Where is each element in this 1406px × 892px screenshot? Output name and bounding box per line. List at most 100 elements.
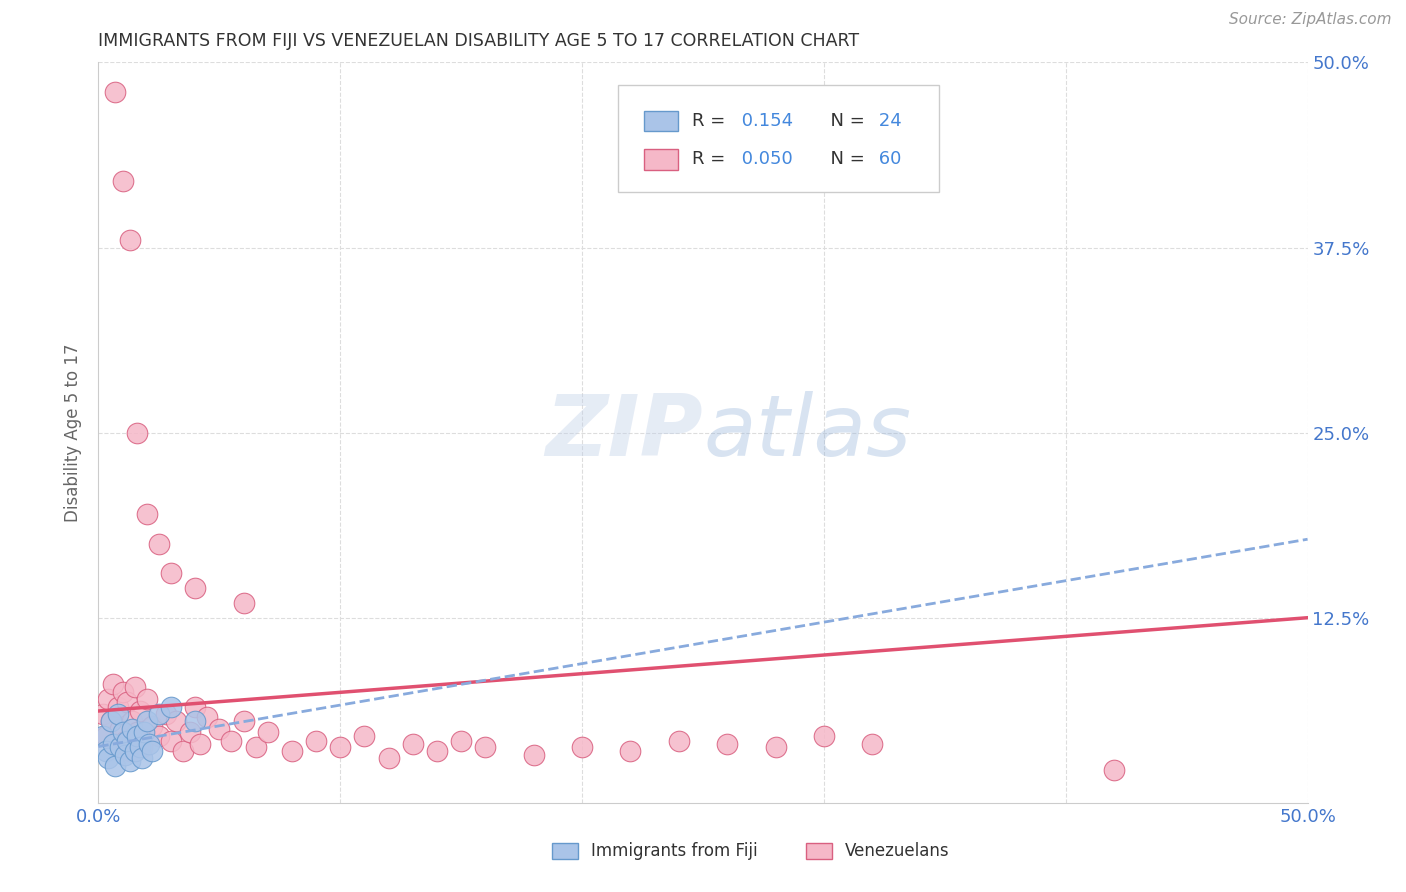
Point xyxy=(188,737,211,751)
Point xyxy=(426,744,449,758)
Point xyxy=(668,733,690,747)
Point xyxy=(165,714,187,729)
Point xyxy=(377,751,399,765)
Point xyxy=(97,692,120,706)
Point xyxy=(104,737,127,751)
Point xyxy=(124,681,146,695)
FancyBboxPatch shape xyxy=(806,843,832,859)
Point xyxy=(402,737,425,751)
Point xyxy=(138,737,160,751)
Point xyxy=(148,729,170,743)
Point xyxy=(118,744,141,758)
Point xyxy=(813,729,835,743)
Point xyxy=(135,507,157,521)
Point xyxy=(107,706,129,721)
Point xyxy=(108,722,131,736)
Point xyxy=(97,751,120,765)
Point xyxy=(124,744,146,758)
Point xyxy=(114,748,136,763)
Point xyxy=(523,748,546,763)
Point xyxy=(135,714,157,729)
Text: Source: ZipAtlas.com: Source: ZipAtlas.com xyxy=(1229,12,1392,27)
Point xyxy=(107,699,129,714)
Point xyxy=(111,685,134,699)
Point xyxy=(474,739,496,754)
Point xyxy=(104,85,127,99)
Point xyxy=(128,704,150,718)
Point xyxy=(184,581,207,595)
Point xyxy=(232,596,254,610)
Point xyxy=(571,739,593,754)
Point xyxy=(305,733,328,747)
Point xyxy=(245,739,267,754)
Point xyxy=(91,706,114,721)
Text: ZIP: ZIP xyxy=(546,391,703,475)
Point xyxy=(111,724,134,739)
FancyBboxPatch shape xyxy=(551,843,578,859)
Text: 60: 60 xyxy=(873,151,901,169)
Point xyxy=(114,733,136,747)
Point xyxy=(100,714,122,729)
Text: 0.050: 0.050 xyxy=(735,151,793,169)
Point xyxy=(117,733,139,747)
Text: R =: R = xyxy=(692,112,731,130)
Point xyxy=(1102,763,1125,777)
Point xyxy=(353,729,375,743)
FancyBboxPatch shape xyxy=(644,111,678,131)
Point xyxy=(134,724,156,739)
Point xyxy=(127,425,149,440)
FancyBboxPatch shape xyxy=(619,85,939,192)
Point xyxy=(450,733,472,747)
Point xyxy=(117,695,139,709)
Text: IMMIGRANTS FROM FIJI VS VENEZUELAN DISABILITY AGE 5 TO 17 CORRELATION CHART: IMMIGRANTS FROM FIJI VS VENEZUELAN DISAB… xyxy=(98,32,859,50)
Y-axis label: Disability Age 5 to 17: Disability Age 5 to 17 xyxy=(65,343,83,522)
Point xyxy=(208,722,231,736)
Point xyxy=(94,744,117,758)
Point xyxy=(160,566,183,581)
Point xyxy=(195,710,218,724)
Text: Venezuelans: Venezuelans xyxy=(845,842,949,860)
Point xyxy=(155,706,177,721)
FancyBboxPatch shape xyxy=(644,149,678,169)
Point xyxy=(860,737,883,751)
Text: R =: R = xyxy=(692,151,731,169)
Point xyxy=(141,719,163,733)
Point xyxy=(221,733,243,747)
Point xyxy=(127,724,149,739)
Point xyxy=(148,536,170,550)
Point xyxy=(94,729,117,743)
Point xyxy=(281,744,304,758)
Point xyxy=(148,706,170,721)
Point xyxy=(184,714,207,729)
Point xyxy=(141,744,163,758)
Text: 24: 24 xyxy=(873,112,903,130)
Point xyxy=(121,714,143,729)
Point xyxy=(716,737,738,751)
Text: N =: N = xyxy=(820,151,870,169)
Text: 0.154: 0.154 xyxy=(735,112,793,130)
Point xyxy=(118,233,141,247)
Text: atlas: atlas xyxy=(703,391,911,475)
Point xyxy=(160,733,183,747)
Point xyxy=(101,737,124,751)
Point xyxy=(184,699,207,714)
Text: Immigrants from Fiji: Immigrants from Fiji xyxy=(591,842,758,860)
Point xyxy=(104,758,127,772)
Point xyxy=(128,739,150,754)
Point xyxy=(160,699,183,714)
Point xyxy=(765,739,787,754)
Point xyxy=(619,744,641,758)
Point xyxy=(256,724,278,739)
Point xyxy=(131,739,153,754)
Point xyxy=(179,724,201,739)
Point xyxy=(135,692,157,706)
Point xyxy=(329,739,352,754)
Point xyxy=(172,744,194,758)
Point xyxy=(232,714,254,729)
Point xyxy=(108,739,131,754)
Point xyxy=(121,722,143,736)
Point xyxy=(111,174,134,188)
Point xyxy=(118,755,141,769)
Point xyxy=(127,729,149,743)
Point xyxy=(131,751,153,765)
